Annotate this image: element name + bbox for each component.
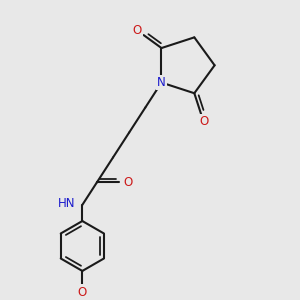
Text: O: O (199, 115, 208, 128)
Text: O: O (78, 286, 87, 299)
Text: O: O (133, 24, 142, 37)
Text: O: O (123, 176, 132, 189)
Text: HN: HN (58, 197, 75, 210)
Text: N: N (157, 76, 166, 89)
